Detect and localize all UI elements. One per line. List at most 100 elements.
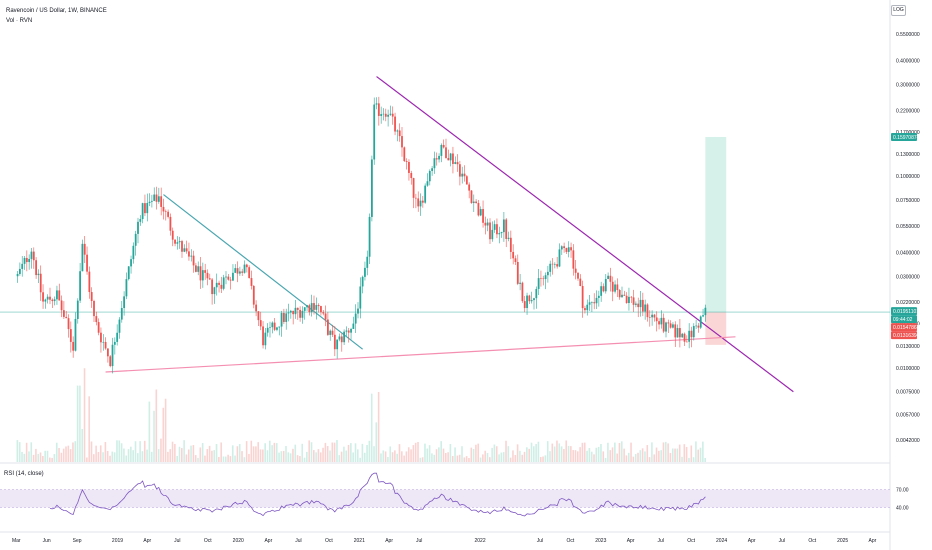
- volume-bar: [350, 443, 352, 462]
- candle-body: [702, 315, 704, 317]
- volume-bar: [363, 452, 366, 462]
- candle-body: [171, 230, 174, 240]
- candle-body: [500, 232, 503, 234]
- y-tick-label: 0.1000000: [896, 174, 920, 180]
- candle-body: [53, 299, 56, 302]
- long-position-tool[interactable]: [705, 136, 727, 345]
- candle-body: [456, 162, 459, 165]
- volume-bar: [391, 452, 394, 462]
- volume-bar: [565, 440, 568, 462]
- rsi-tick-label: 40.00: [896, 505, 909, 511]
- volume-bar: [458, 454, 461, 462]
- volume-bar: [343, 446, 345, 462]
- trendlines[interactable]: [0, 76, 890, 393]
- volume-bar: [433, 454, 436, 462]
- candle-body: [46, 296, 49, 300]
- volume-bar: [178, 446, 181, 462]
- candle-body: [653, 314, 656, 318]
- x-tick-label: 2024: [716, 538, 727, 544]
- volume-bar: [120, 443, 123, 462]
- candle-body: [116, 332, 119, 342]
- candle-body: [153, 194, 156, 201]
- volume-bar: [646, 445, 649, 462]
- candle-body: [458, 164, 461, 177]
- candle-body: [79, 271, 82, 301]
- volume-bar: [535, 443, 537, 462]
- candle-body: [639, 299, 642, 308]
- volume-bar: [157, 449, 160, 462]
- candle-body: [109, 356, 112, 367]
- volume-bar: [266, 450, 269, 462]
- candle-body: [537, 278, 540, 289]
- volume-bar: [201, 443, 204, 462]
- volume-bar: [206, 449, 209, 462]
- x-tick-label: 2019: [112, 538, 123, 544]
- candle-body: [39, 273, 42, 293]
- volume-bar: [366, 444, 368, 462]
- candle-body: [208, 278, 211, 280]
- volume-bar: [445, 453, 447, 462]
- volume-bar: [398, 444, 401, 462]
- candle-body: [553, 264, 556, 265]
- candle-body: [315, 305, 318, 310]
- volume-bar: [648, 457, 651, 462]
- candle-body: [51, 299, 54, 302]
- candle-body: [546, 271, 549, 276]
- volume-bar: [509, 457, 512, 462]
- candle-body: [176, 242, 179, 244]
- volume-bar: [507, 446, 510, 462]
- candle-body: [697, 325, 700, 328]
- candle-body: [665, 322, 667, 332]
- candle-body: [470, 190, 473, 204]
- volume-bar: [359, 457, 361, 462]
- volume-bar: [495, 446, 498, 462]
- volume-bar: [438, 447, 440, 462]
- candle-body: [669, 323, 672, 328]
- candle-body: [162, 206, 165, 212]
- volume-bar: [639, 450, 642, 462]
- volume-bar: [482, 454, 484, 462]
- log-scale-toggle[interactable]: LOG: [891, 5, 906, 16]
- volume-bar: [611, 447, 614, 462]
- volume-bar: [370, 393, 373, 462]
- candle-body: [157, 196, 160, 202]
- volume-bar: [382, 450, 385, 462]
- candle-body: [206, 272, 209, 279]
- y-tick-label: 0.0400000: [896, 250, 920, 256]
- candle-body: [563, 246, 566, 249]
- volume-bar: [192, 445, 195, 462]
- volume-bar: [692, 457, 695, 462]
- candle-body: [255, 304, 258, 312]
- x-tick-label: 2021: [354, 538, 365, 544]
- volume-bar: [489, 457, 491, 462]
- candle-body: [225, 276, 227, 278]
- candle-body: [127, 266, 130, 280]
- volume-bar: [285, 446, 287, 462]
- candle-body: [581, 285, 584, 309]
- volume-bar: [271, 445, 273, 462]
- volume-bar: [86, 457, 88, 462]
- candle-body: [412, 178, 415, 198]
- volume-bar: [514, 455, 517, 462]
- volume-bar: [500, 452, 503, 462]
- volume-bar: [377, 392, 380, 462]
- volume-bar: [674, 448, 676, 462]
- volume-bar: [699, 447, 702, 462]
- volume-bar: [623, 448, 625, 462]
- volume-bar: [273, 442, 276, 462]
- candle-body: [676, 328, 679, 338]
- candle-body: [628, 296, 630, 304]
- candle-body: [683, 333, 686, 342]
- candle-body: [204, 270, 207, 273]
- volume-bar: [539, 457, 542, 462]
- y-tick-label: 0.0042000: [896, 438, 920, 444]
- candle-body: [655, 317, 658, 322]
- candle-body: [197, 266, 200, 272]
- volume-bar: [530, 442, 533, 462]
- candle-body: [595, 297, 598, 304]
- x-tick-label: Jun: [43, 538, 51, 544]
- candle-body: [452, 153, 454, 164]
- volume-bar: [660, 450, 662, 462]
- candle-body: [658, 321, 660, 325]
